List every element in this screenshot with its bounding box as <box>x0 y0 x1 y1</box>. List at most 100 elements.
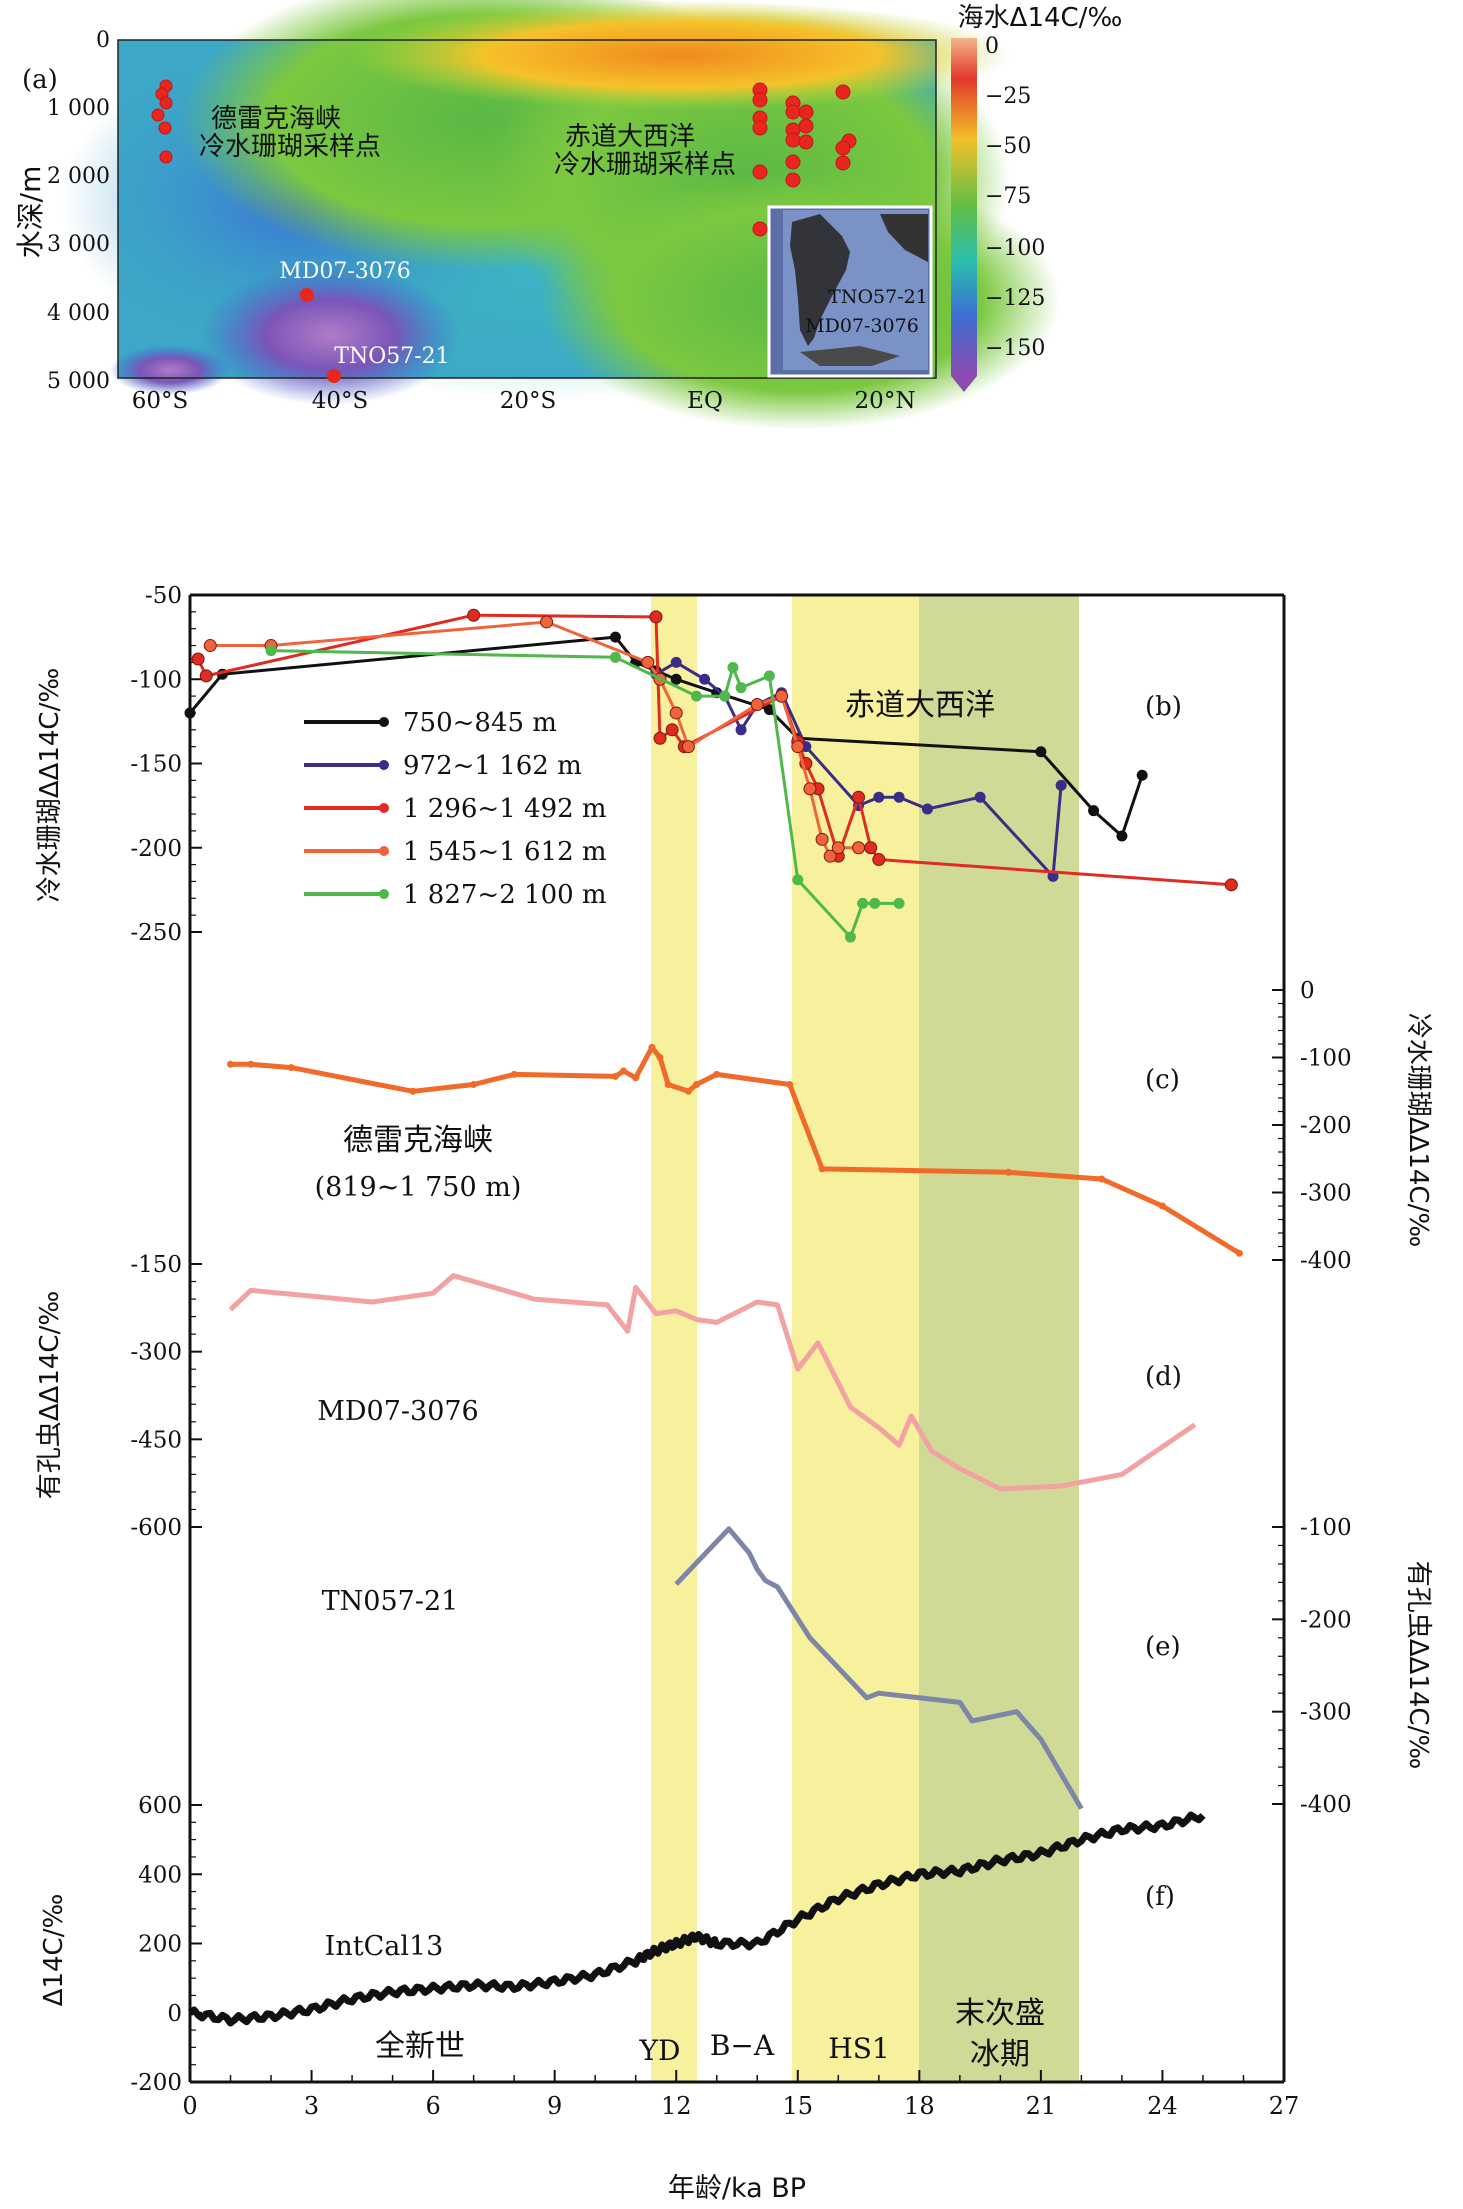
drake-label-line2: 冷水珊瑚采样点 <box>199 132 381 162</box>
series-c <box>227 1043 1243 1257</box>
sample-point <box>785 132 801 148</box>
coral-series-1-point <box>974 791 986 803</box>
atlantic-label-line1: 赤道大西洋 <box>565 122 695 152</box>
coral-series-4-point <box>844 931 856 943</box>
x-tick-label: 18 <box>904 2092 935 2120</box>
y-tick-label: -300 <box>1300 1181 1352 1207</box>
panel-a: (a) 水深/m 0 1 000 2 000 3 000 4 000 5 000… <box>14 0 1122 430</box>
sample-point <box>835 155 851 171</box>
md07-series-label: MD07-3076 <box>317 1396 479 1427</box>
drake-point <box>620 1067 628 1075</box>
panel-a-ytick: 5 000 <box>47 369 110 394</box>
drake-point <box>510 1070 518 1078</box>
coral-series-2-point <box>467 608 481 622</box>
sample-point <box>785 104 801 120</box>
drake-point <box>648 1043 656 1051</box>
drake-point <box>656 1054 664 1061</box>
drake-series-depth: (819~1 750 m) <box>315 1172 522 1203</box>
coral-series-1-point <box>893 791 905 803</box>
coral-series-3-point <box>641 655 655 669</box>
coral-series-1-point <box>873 791 885 803</box>
y-ticks-f: 600 400 200 0 -200 <box>130 1793 202 2096</box>
period-lgm-2: 冰期 <box>970 2037 1030 2072</box>
panel-a-ytick: 1 000 <box>47 96 110 121</box>
coral-series-2-point <box>191 652 205 666</box>
sample-point <box>159 96 173 110</box>
y-tick-label: -200 <box>1300 1113 1352 1139</box>
legend-marker <box>379 889 389 899</box>
drake-point <box>1235 1249 1243 1257</box>
series-d <box>228 1273 1197 1492</box>
coral-series-3-point <box>540 615 554 629</box>
drake-point <box>713 1070 721 1078</box>
drake-point <box>1098 1175 1106 1183</box>
y-tick-label: -400 <box>1300 1248 1352 1274</box>
panel-a-ytick: 2 000 <box>47 164 110 189</box>
coral-series-4-point <box>735 682 747 694</box>
sample-point <box>752 164 768 180</box>
sample-point <box>752 120 768 136</box>
legend-marker <box>379 803 389 813</box>
drake-point <box>1004 1168 1012 1176</box>
inset-md-label: MD07-3076 <box>805 315 919 337</box>
drake-point <box>692 1081 700 1088</box>
legend-label: 1 545~1 612 m <box>403 837 607 867</box>
drake-point <box>684 1087 692 1095</box>
series-e <box>674 1526 1084 1810</box>
md07-line <box>228 1273 1197 1492</box>
coral-series-1-point <box>1055 779 1067 791</box>
drake-point <box>632 1074 640 1082</box>
coral-series-2-point <box>199 669 213 683</box>
period-holocene: 全新世 <box>375 2029 465 2064</box>
legend-label: 972~1 162 m <box>403 751 582 781</box>
legend-marker <box>379 760 389 770</box>
y-tick-label: -200 <box>1300 1607 1352 1633</box>
coral-series-2-point <box>852 790 866 804</box>
panel-d-label: (d) <box>1145 1362 1182 1392</box>
x-tick-label: 12 <box>661 2092 692 2120</box>
x-tick-label: 15 <box>783 2092 814 2120</box>
coral-series-3-point <box>852 841 866 855</box>
panel-b-label: (b) <box>1145 692 1182 722</box>
coral-series-2-point <box>665 723 679 737</box>
coral-series-3-point <box>669 706 683 720</box>
sample-point <box>798 134 814 150</box>
y-tick-label: -200 <box>130 836 182 862</box>
y-tick-label: -200 <box>130 2070 182 2096</box>
coral-series-0-point <box>670 673 682 685</box>
coral-series-2-point <box>653 731 667 745</box>
period-lgm-1: 末次盛 <box>955 1996 1045 2031</box>
coral-series-4-point <box>265 645 277 657</box>
panel-a-xtick: 60°S <box>132 388 189 414</box>
sample-point <box>752 221 768 237</box>
colorbar-gradient <box>951 38 977 376</box>
coral-series-4-point <box>690 690 702 702</box>
drake-label-line1: 德雷克海峡 <box>211 104 341 134</box>
drake-point <box>1158 1202 1166 1210</box>
coral-series-2-point <box>649 610 663 624</box>
drake-sample-points <box>151 79 173 164</box>
series-b <box>184 608 1238 943</box>
x-axis-label: 年龄/ka BP <box>668 2173 806 2204</box>
axis-label-e: 有孔虫ΔΔ14C/‰ <box>1403 1561 1433 1769</box>
coral-series-0-point <box>1088 805 1100 817</box>
coral-series-3-point <box>791 740 805 754</box>
coral-series-2-point <box>872 853 886 867</box>
drake-point <box>786 1081 794 1088</box>
panel-a-label: (a) <box>22 65 58 95</box>
tn057-line <box>674 1526 1084 1810</box>
md07-label: MD07-3076 <box>279 259 411 284</box>
colorbar-tick: −50 <box>985 134 1031 159</box>
y-tick-label: -100 <box>1300 1515 1352 1541</box>
coral-series-3-point <box>681 740 695 754</box>
legend-label: 1 296~1 492 m <box>403 794 607 824</box>
y-tick-label: -300 <box>130 1340 182 1366</box>
drake-point <box>470 1081 478 1088</box>
colorbar-tick: −75 <box>985 184 1031 209</box>
drake-series-label: 德雷克海峡 <box>343 1123 493 1158</box>
period-ba: B−A <box>710 2029 775 2062</box>
panel-a-xtick: 40°S <box>312 388 369 414</box>
intcal13-line <box>188 1811 1206 2027</box>
band-hs1 <box>792 595 919 2082</box>
axis-label-d: 有孔虫ΔΔ14C/‰ <box>35 1291 65 1499</box>
